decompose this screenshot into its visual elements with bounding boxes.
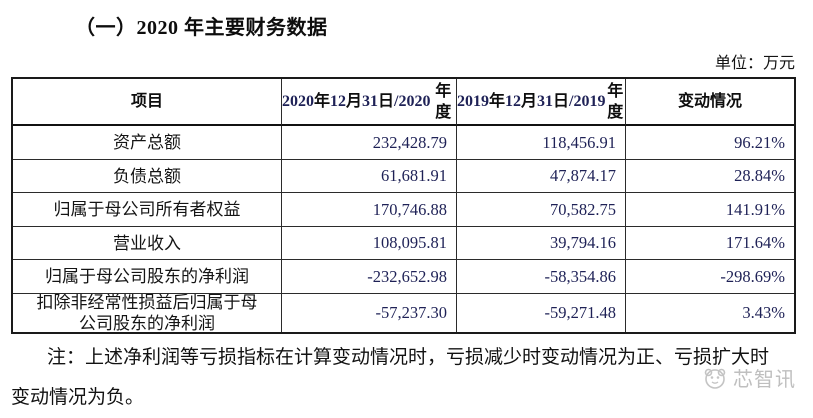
value-2020: -232,652.98 (282, 260, 457, 294)
column-header-2020: 2020 年 12 月 31 日 /2020 年度 (282, 79, 457, 126)
value-2020: 61,681.91 (282, 160, 457, 193)
panda-logo-icon (699, 365, 729, 391)
value-2019: 70,582.75 (457, 193, 626, 227)
value-2020: 232,428.79 (282, 126, 457, 160)
change-value: 96.21% (626, 126, 794, 160)
column-header-2019: 2019 年 12 月 31 日 /2019 年度 (457, 79, 626, 126)
row-label: 扣除非经常性损益后归属于母 公司股东的净利润 (13, 294, 282, 332)
row-label: 负债总额 (13, 160, 282, 193)
row-label: 归属于母公司股东的净利润 (13, 260, 282, 294)
footnote: 注：上述净利润等亏损指标在计算变动情况时，亏损减少时变动情况为正、亏损扩大时 变… (11, 347, 770, 408)
change-value: 141.91% (626, 193, 794, 227)
change-value: 28.84% (626, 160, 794, 193)
value-2020: -57,237.30 (282, 294, 457, 332)
watermark-text: 芯智讯 (733, 369, 796, 391)
unit-label: 单位：万元 (714, 55, 795, 72)
column-header-change: 变动情况 (626, 79, 794, 126)
value-2020: 170,746.88 (282, 193, 457, 227)
value-2020: 108,095.81 (282, 227, 457, 260)
financial-data-table: 项目 2020 年 12 月 31 日 /2020 年度 2019 年 12 月… (11, 77, 796, 334)
change-value: 171.64% (626, 227, 794, 260)
row-label: 归属于母公司所有者权益 (13, 193, 282, 227)
column-header-item: 项目 (13, 79, 282, 126)
value-2019: -58,354.86 (457, 260, 626, 294)
value-2019: 118,456.91 (457, 126, 626, 160)
row-label: 营业收入 (13, 227, 282, 260)
row-label: 资产总额 (13, 126, 282, 160)
section-title: （一）2020 年主要财务数据 (75, 17, 328, 39)
value-2019: 47,874.17 (457, 160, 626, 193)
watermark: 芯智讯 (699, 363, 796, 392)
change-value: 3.43% (742, 303, 785, 322)
value-2019: -59,271.48 (457, 294, 626, 332)
value-2019: 39,794.16 (457, 227, 626, 260)
change-value: -298.69% (626, 260, 794, 294)
